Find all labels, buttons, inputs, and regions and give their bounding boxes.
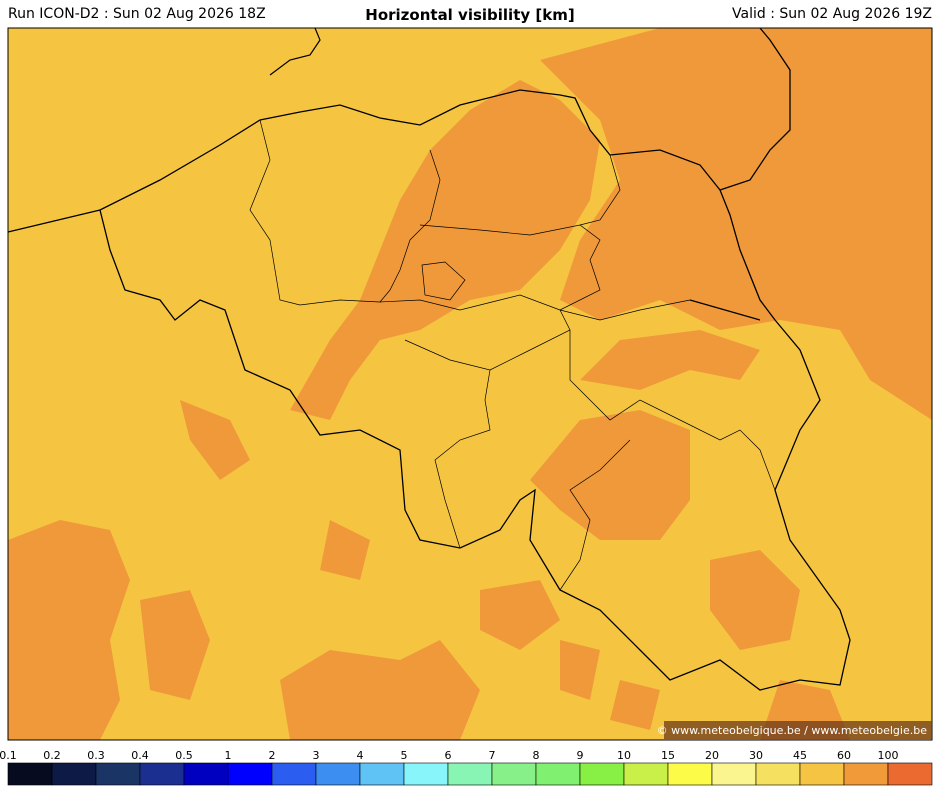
colorbar-label: 7 [489,749,496,762]
colorbar-label: 30 [749,749,763,762]
colorbar-label: 0.5 [175,749,193,762]
colorbar-label: 60 [837,749,851,762]
colorbar-swatch [271,762,317,786]
colorbar-swatch [183,762,229,786]
colorbar-swatch [315,762,361,786]
colorbar-swatch [227,762,273,786]
colorbar-swatch [535,762,581,786]
colorbar-label: 0.3 [87,749,105,762]
colorbar-label: 0.1 [0,749,17,762]
colorbar-label: 0.2 [43,749,61,762]
credit: © www.meteobelgique.be / www.meteobelgie… [657,724,928,737]
colorbar-label: 9 [577,749,584,762]
colorbar-swatch [843,762,889,786]
colorbar-label: 8 [533,749,540,762]
colorbar-label: 100 [878,749,899,762]
colorbar-swatch [447,762,493,786]
colorbar: 0.1 0.2 0.3 0.4 0.5 1 2 3 4 5 6 7 8 9 10 15 20 30 45 60 100 [0,749,933,786]
map-title: Horizontal visibility [km] [365,6,575,24]
colorbar-label: 4 [357,749,364,762]
colorbar-label: 15 [661,749,675,762]
colorbar-swatch [491,762,537,786]
colorbar-label: 3 [313,749,320,762]
valid-time: Valid : Sun 02 Aug 2026 19Z [732,6,932,22]
map-frame [7,27,933,741]
colorbar-swatch [139,762,185,786]
colorbar-swatch [359,762,405,786]
colorbar-label: 20 [705,749,719,762]
colorbar-swatch [403,762,449,786]
colorbar-swatch [887,762,933,786]
colorbar-swatch [667,762,713,786]
run-info: Run ICON-D2 : Sun 02 Aug 2026 18Z [8,6,266,22]
borders [7,27,851,691]
colorbar-swatch [579,762,625,786]
colorbar-label: 6 [445,749,452,762]
colorbar-label: 2 [269,749,276,762]
colorbar-swatch [51,762,97,786]
colorbar-label: 0.4 [131,749,149,762]
colorbar-swatch [623,762,669,786]
colorbar-swatch [7,762,53,786]
colorbar-label: 10 [617,749,631,762]
colorbar-swatch [799,762,845,786]
colorbar-label: 5 [401,749,408,762]
credit-background [664,721,932,739]
colorbar-swatch [95,762,141,786]
colorbar-swatch [755,762,801,786]
colorbar-label: 45 [793,749,807,762]
colorbar-label: 1 [225,749,232,762]
visibility-field [8,28,932,740]
colorbar-swatch [711,762,757,786]
